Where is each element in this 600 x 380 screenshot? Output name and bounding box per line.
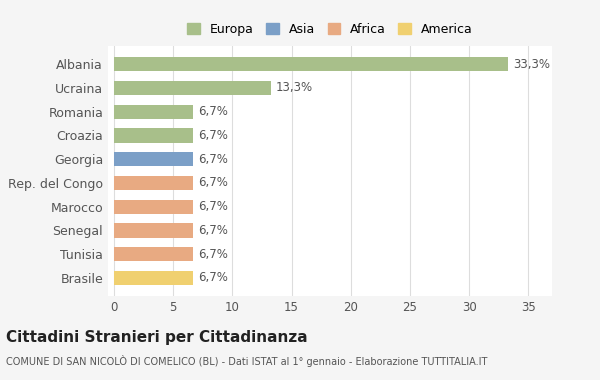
Text: Cittadini Stranieri per Cittadinanza: Cittadini Stranieri per Cittadinanza — [6, 330, 308, 345]
Text: 6,7%: 6,7% — [198, 248, 228, 261]
Text: 6,7%: 6,7% — [198, 224, 228, 237]
Bar — [114, 200, 193, 214]
Bar — [114, 105, 193, 119]
Text: 6,7%: 6,7% — [198, 153, 228, 166]
Bar — [114, 223, 193, 238]
Text: 6,7%: 6,7% — [198, 200, 228, 213]
Text: 6,7%: 6,7% — [198, 176, 228, 189]
Text: 13,3%: 13,3% — [276, 81, 313, 94]
Bar — [114, 247, 193, 261]
Bar — [114, 81, 271, 95]
Bar — [114, 57, 508, 71]
Legend: Europa, Asia, Africa, America: Europa, Asia, Africa, America — [184, 19, 476, 40]
Text: 33,3%: 33,3% — [513, 58, 550, 71]
Text: 6,7%: 6,7% — [198, 129, 228, 142]
Text: COMUNE DI SAN NICOLÒ DI COMELICO (BL) - Dati ISTAT al 1° gennaio - Elaborazione : COMUNE DI SAN NICOLÒ DI COMELICO (BL) - … — [6, 355, 487, 367]
Bar — [114, 152, 193, 166]
Bar — [114, 176, 193, 190]
Text: 6,7%: 6,7% — [198, 105, 228, 118]
Bar — [114, 128, 193, 142]
Text: 6,7%: 6,7% — [198, 271, 228, 284]
Bar — [114, 271, 193, 285]
